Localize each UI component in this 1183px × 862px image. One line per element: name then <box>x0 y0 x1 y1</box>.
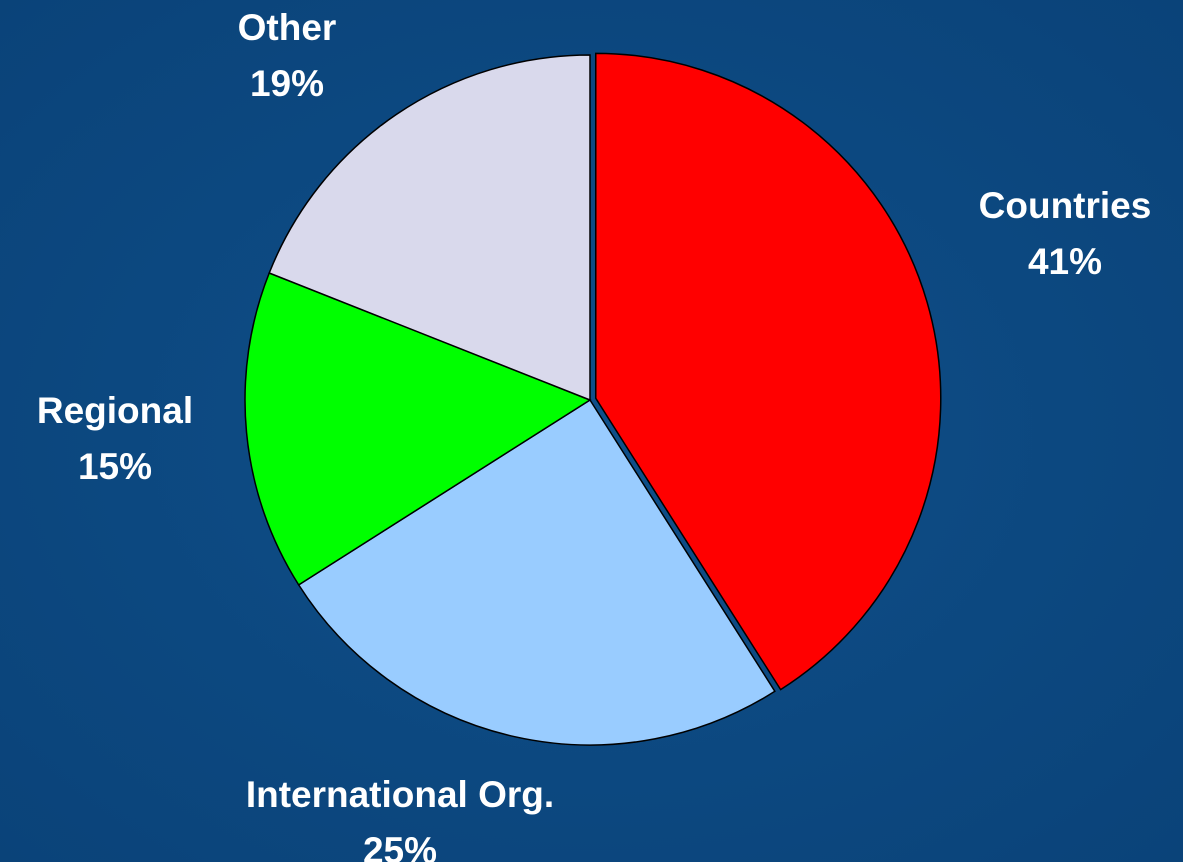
slice-name: Other <box>238 7 337 48</box>
slice-percent: 19% <box>250 63 324 104</box>
chart: Countries 41% International Org. 25% Regiona… <box>0 0 1183 862</box>
slice-name: Regional <box>37 390 193 431</box>
page: {"chart_data": {"type": "pie", "categori… <box>0 0 1183 862</box>
slice-name: Countries <box>979 185 1152 226</box>
slice-percent: 25% <box>363 830 437 862</box>
slice-percent: 41% <box>1028 241 1102 282</box>
slice-name: International Org. <box>246 774 554 815</box>
slice-percent: 15% <box>78 446 152 487</box>
